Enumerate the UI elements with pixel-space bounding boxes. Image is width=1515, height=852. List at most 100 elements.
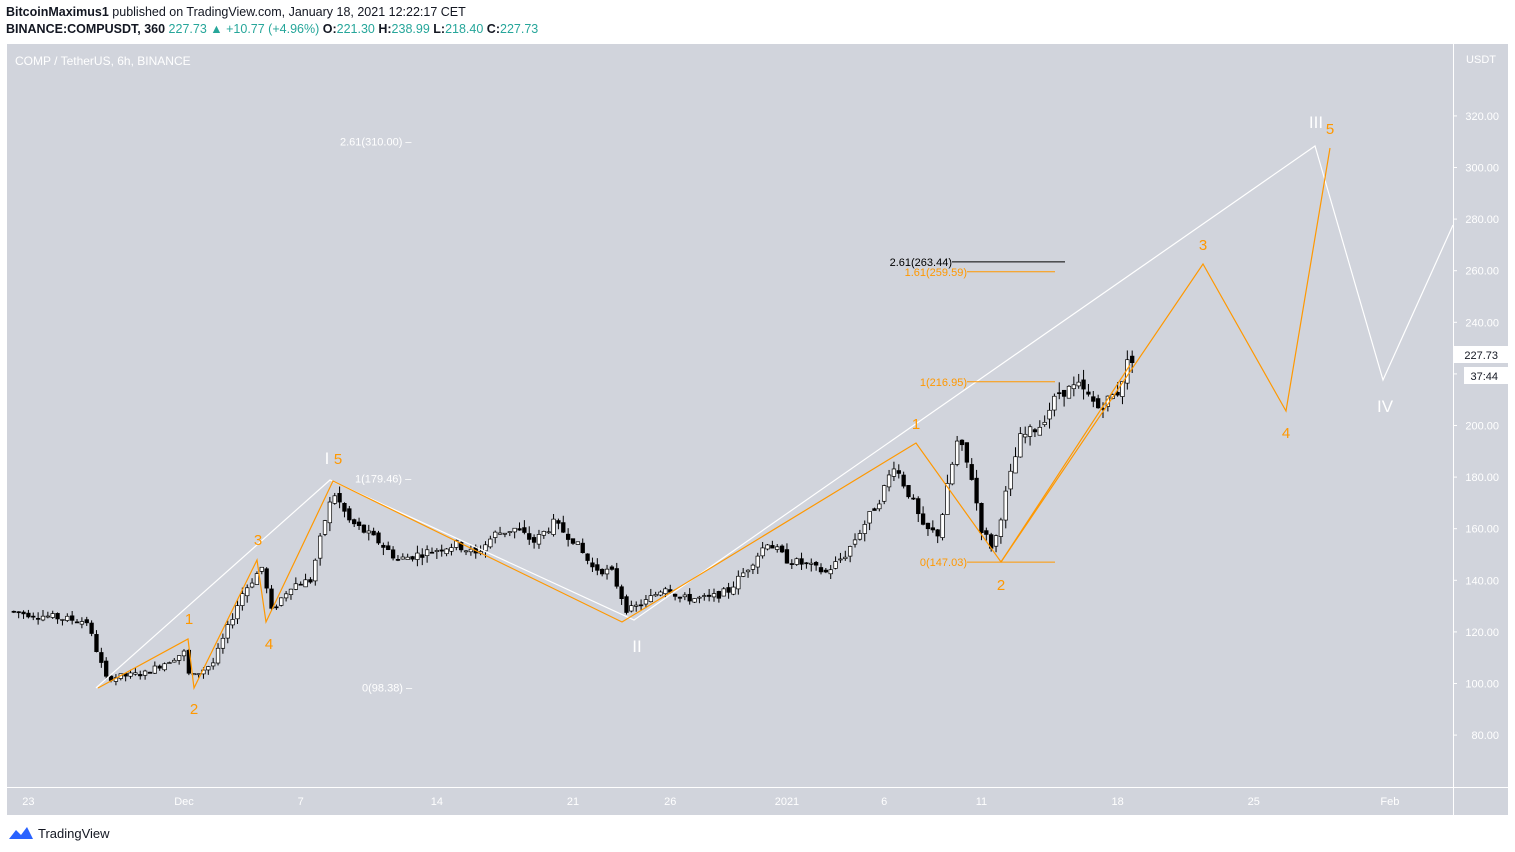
candle-body [1066, 385, 1072, 399]
candle [828, 564, 833, 580]
candle [823, 568, 828, 574]
candle-body [283, 593, 289, 599]
candle-body [264, 568, 269, 589]
candle-body [235, 605, 240, 620]
candle-body [454, 539, 459, 548]
tradingview-footer[interactable]: TradingView [8, 825, 110, 841]
candle [152, 661, 157, 675]
candle-body [789, 563, 794, 565]
candle-body [546, 531, 551, 534]
low-value: 218.40 [445, 22, 484, 36]
candle-body [954, 440, 960, 465]
candle [770, 540, 775, 549]
candle [760, 541, 765, 559]
x-tick-label: 23 [22, 796, 34, 808]
candle [818, 563, 824, 575]
candle [799, 552, 804, 570]
candle-body [945, 483, 950, 515]
white-wave-line [95, 145, 1454, 689]
candle [502, 532, 508, 538]
candle-body [648, 595, 653, 603]
close-value: 227.73 [500, 22, 539, 36]
candle-body [21, 611, 26, 615]
candle-body [852, 539, 858, 545]
candle [857, 529, 863, 541]
candle [920, 506, 926, 526]
candle-body [347, 508, 352, 521]
candle-body [99, 652, 104, 663]
candle-body [1042, 421, 1047, 425]
candle-body [1052, 395, 1057, 411]
candle-body [770, 545, 775, 549]
last-price-badge [1454, 346, 1509, 363]
candle [634, 601, 639, 612]
candle [74, 619, 80, 624]
candle-body [658, 591, 663, 596]
candle-body [502, 532, 508, 535]
candle-body [94, 634, 99, 652]
candle [269, 585, 274, 611]
candle-body [65, 615, 70, 621]
y-tick-label: 100.00 [1465, 679, 1499, 691]
candle [906, 485, 911, 499]
candle-body [614, 568, 619, 587]
candle [809, 558, 814, 572]
fib-label: 2.61(263.44) [890, 257, 952, 269]
x-tick-label: 11 [976, 796, 987, 808]
candle-body [279, 597, 284, 606]
candle [706, 589, 712, 602]
candle-body [702, 595, 707, 597]
candle [249, 578, 255, 589]
candle [911, 494, 916, 500]
candle-body [1003, 490, 1008, 521]
candle [804, 562, 809, 569]
candle [604, 564, 610, 580]
wave-label-orange: 3 [254, 532, 262, 549]
candle [497, 526, 503, 535]
candle-body [930, 527, 935, 531]
open-label: O: [322, 22, 337, 36]
candle-body [911, 497, 916, 500]
candle [318, 532, 323, 566]
candle-body [750, 564, 756, 570]
candle [99, 647, 104, 668]
candle [65, 613, 70, 623]
candle [867, 511, 872, 531]
candle [1008, 463, 1013, 497]
chart-title: COMP / TetherUS, 6h, BINANCE [15, 54, 191, 68]
candle-body [337, 493, 342, 503]
candle-body [600, 568, 605, 575]
candle [984, 527, 989, 541]
candle [1042, 415, 1047, 427]
candle-body [327, 501, 333, 524]
symbol-label: BINANCE:COMPUSDT, 360 [6, 22, 166, 36]
candle [1023, 426, 1028, 444]
candle-body [1086, 391, 1091, 395]
y-tick-label: 180.00 [1465, 472, 1499, 484]
symbol-ohlc: BINANCE:COMPUSDT, 360 227.73 ▲ +10.77 (+… [6, 22, 538, 36]
candle-body [848, 546, 853, 557]
candle [614, 562, 619, 589]
candle [220, 633, 226, 654]
author-name[interactable]: BitcoinMaximus1 [6, 5, 109, 19]
candle-body [376, 532, 381, 544]
candle-body [371, 530, 376, 536]
candle [1066, 385, 1072, 399]
candle [570, 538, 576, 545]
candle-body [206, 666, 211, 671]
candle-body [517, 528, 522, 531]
candle [862, 520, 867, 542]
candle-body [147, 671, 153, 674]
candle-body [775, 546, 780, 550]
candle-body [998, 519, 1004, 537]
candle [916, 496, 921, 523]
fib-label: 1.61(259.59) [905, 267, 967, 279]
candle-body [104, 660, 109, 677]
candle [765, 543, 770, 551]
candle [405, 553, 410, 560]
candle [26, 609, 31, 619]
fib-label: 2.61(310.00) – [340, 137, 412, 149]
candle-body [716, 591, 722, 599]
candle-body [692, 598, 697, 603]
